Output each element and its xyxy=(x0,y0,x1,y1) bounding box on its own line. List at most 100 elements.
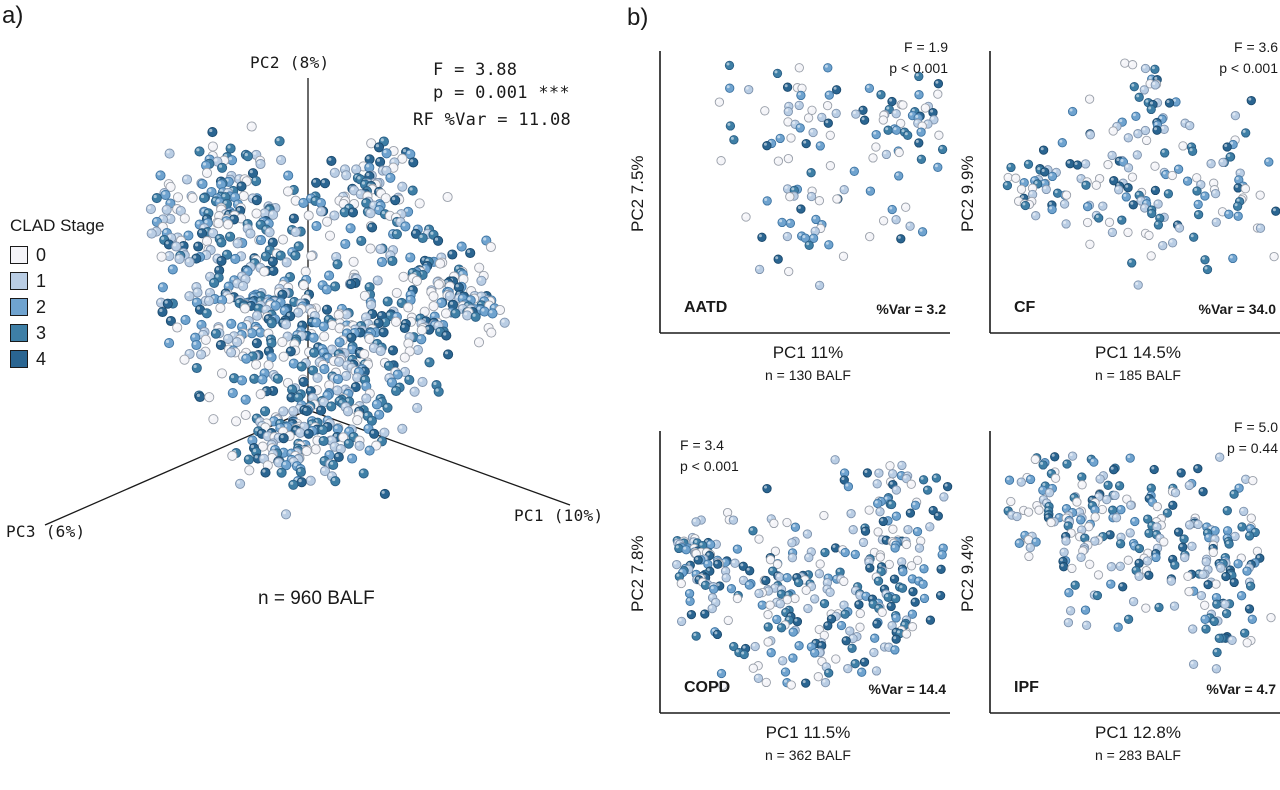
data-point xyxy=(181,174,193,185)
data-point xyxy=(1242,638,1252,648)
point-highlight xyxy=(724,509,728,513)
point-highlight xyxy=(1118,217,1122,221)
point-highlight xyxy=(1211,536,1215,540)
point-highlight xyxy=(718,157,722,161)
data-point xyxy=(1031,211,1041,221)
data-point xyxy=(1211,217,1221,227)
data-point xyxy=(332,385,343,396)
data-point xyxy=(1198,569,1208,580)
point-highlight xyxy=(265,330,269,334)
point-highlight xyxy=(802,235,806,239)
point-highlight xyxy=(234,240,238,244)
point-highlight xyxy=(1090,459,1094,463)
point-highlight xyxy=(279,428,284,432)
point-highlight xyxy=(1115,186,1119,190)
point-highlight xyxy=(366,390,370,394)
point-highlight xyxy=(343,311,347,315)
data-point xyxy=(298,376,309,387)
point-highlight xyxy=(159,308,163,312)
point-highlight xyxy=(1004,182,1008,186)
data-point xyxy=(309,347,320,358)
data-point xyxy=(239,303,251,314)
point-highlight xyxy=(734,546,738,550)
point-highlight xyxy=(878,563,882,567)
data-point xyxy=(878,516,888,527)
point-highlight xyxy=(320,323,324,327)
point-highlight xyxy=(761,107,765,111)
data-point xyxy=(721,573,731,583)
data-point xyxy=(1050,452,1060,462)
point-highlight xyxy=(337,445,341,450)
point-highlight xyxy=(1142,65,1146,69)
data-point xyxy=(1011,173,1021,183)
data-point xyxy=(397,423,408,434)
point-highlight xyxy=(1153,554,1156,558)
point-highlight xyxy=(174,324,178,328)
data-point xyxy=(775,133,785,144)
point-highlight xyxy=(265,348,269,352)
data-point xyxy=(848,525,858,535)
data-point xyxy=(787,553,798,563)
data-point xyxy=(1160,148,1170,158)
data-point xyxy=(898,100,908,110)
point-highlight xyxy=(1224,144,1228,147)
point-highlight xyxy=(869,596,873,600)
point-highlight xyxy=(309,394,313,398)
point-highlight xyxy=(185,232,189,236)
point-highlight xyxy=(777,135,781,139)
point-highlight xyxy=(455,266,459,270)
data-point xyxy=(1200,600,1210,610)
point-highlight xyxy=(295,394,299,398)
point-highlight xyxy=(381,211,385,215)
point-highlight xyxy=(1128,259,1132,263)
data-point xyxy=(266,318,277,329)
data-point xyxy=(1150,80,1160,90)
point-highlight xyxy=(1062,533,1066,537)
point-highlight xyxy=(218,181,222,185)
point-highlight xyxy=(914,557,918,561)
point-highlight xyxy=(880,518,884,522)
point-highlight xyxy=(401,324,405,328)
point-highlight xyxy=(861,659,865,663)
point-highlight xyxy=(903,541,907,545)
point-highlight xyxy=(886,106,890,110)
data-point xyxy=(1125,528,1135,538)
point-highlight xyxy=(1118,534,1121,538)
point-highlight xyxy=(321,457,325,462)
y-axis-label: PC2 7.5% xyxy=(628,155,647,232)
point-highlight xyxy=(340,200,344,204)
point-highlight xyxy=(1063,505,1067,509)
point-highlight xyxy=(169,266,173,270)
point-highlight xyxy=(159,284,163,288)
point-highlight xyxy=(375,411,380,415)
point-highlight xyxy=(399,183,403,187)
data-point xyxy=(365,208,376,219)
point-highlight xyxy=(386,374,390,379)
point-highlight xyxy=(325,272,329,276)
data-point xyxy=(385,172,396,183)
point-highlight xyxy=(1237,170,1241,174)
point-highlight xyxy=(874,500,878,504)
data-point xyxy=(723,615,733,626)
point-highlight xyxy=(764,485,767,489)
point-highlight xyxy=(242,396,246,400)
data-point xyxy=(1169,601,1180,611)
point-highlight xyxy=(477,306,481,310)
point-highlight xyxy=(249,437,253,441)
point-highlight xyxy=(193,341,197,345)
point-highlight xyxy=(253,151,257,155)
point-highlight xyxy=(889,526,893,530)
point-highlight xyxy=(196,221,200,225)
data-point xyxy=(298,280,309,291)
point-highlight xyxy=(912,502,916,506)
data-point xyxy=(707,603,717,614)
point-highlight xyxy=(182,316,186,320)
point-highlight xyxy=(216,212,220,217)
data-point xyxy=(1077,472,1087,482)
point-highlight xyxy=(1230,141,1234,145)
point-highlight xyxy=(857,610,861,614)
point-highlight xyxy=(357,322,361,326)
point-highlight xyxy=(898,558,902,562)
point-highlight xyxy=(1040,461,1044,465)
point-highlight xyxy=(837,576,841,580)
